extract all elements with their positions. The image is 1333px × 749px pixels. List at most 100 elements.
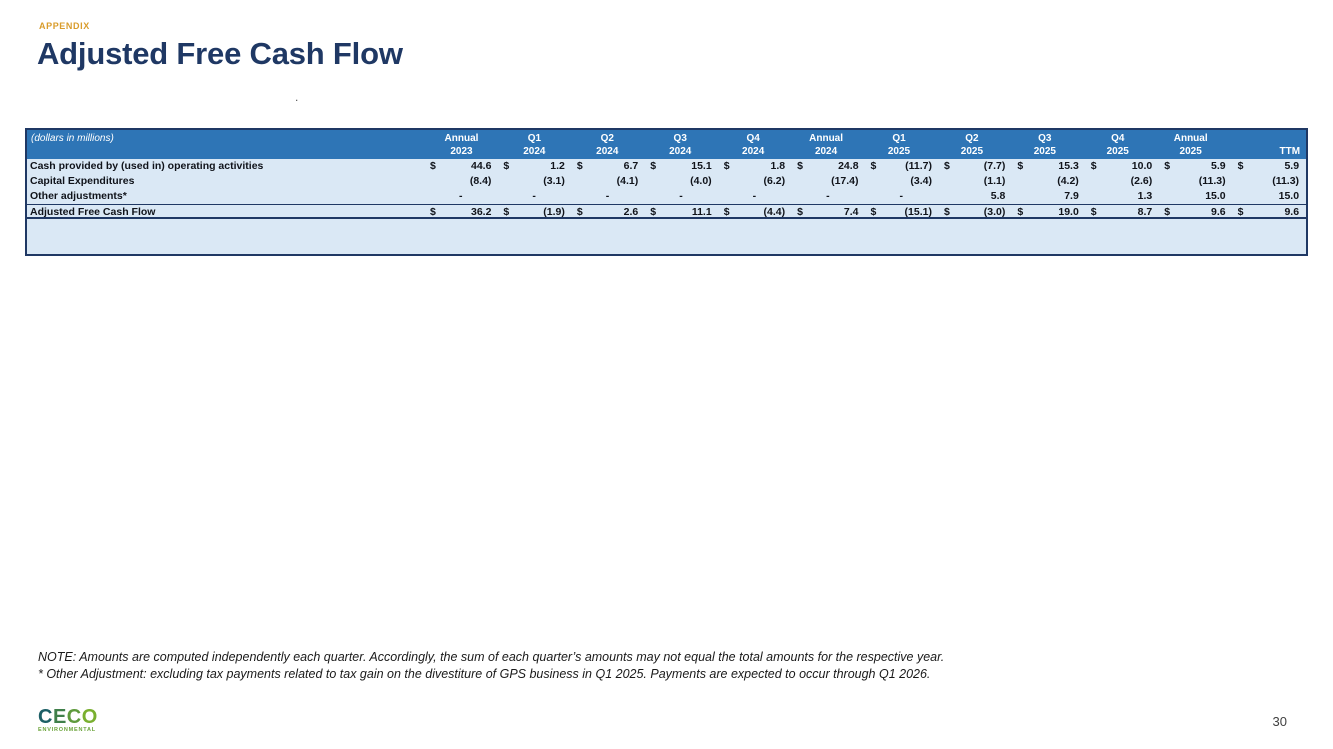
dollar-sign: $ [723, 206, 730, 218]
column-header: Q4 2025 [1106, 133, 1129, 157]
dollar-sign: $ [1164, 160, 1171, 172]
value-cell: $11.1 [650, 206, 712, 218]
column-header: Annual 2024 [809, 133, 844, 157]
column-header: Q2 2025 [960, 133, 984, 157]
page-title: Adjusted Free Cash Flow [37, 36, 403, 71]
dollar-sign: $ [943, 160, 950, 172]
dollar-sign: $ [576, 206, 583, 218]
dollar-sign: $ [870, 206, 877, 218]
value-cell: $5.9 [1164, 160, 1226, 172]
row-label: Adjusted Free Cash Flow [30, 206, 156, 217]
value-cell: (1.1) [983, 175, 1006, 187]
value-cell: 7.9 [1064, 190, 1079, 202]
table-row: Cash provided by (used in) operating act… [27, 159, 1306, 174]
value-cell: $6.7 [576, 160, 639, 172]
stray-period: . [295, 90, 299, 104]
value-cell: $ (7.7) [943, 160, 1006, 172]
dollar-sign: $ [1237, 160, 1244, 172]
value-cell: (2.6) [1130, 175, 1153, 187]
row-label: Cash provided by (used in) operating act… [30, 160, 264, 172]
column-header: Q2 2024 [596, 133, 619, 157]
column-header: Q1 2024 [523, 133, 546, 157]
row-label: Capital Expenditures [30, 175, 135, 187]
value-cell: $ (11.7) [870, 160, 932, 172]
value-cell: (6.2) [763, 175, 786, 187]
value-cell: (11.3) [1272, 175, 1300, 187]
value-cell: $1.2 [503, 160, 565, 172]
logo-wordmark: CECO [38, 706, 98, 728]
value-cell: $ (4.4) [723, 206, 786, 218]
footnote-quarters: NOTE: Amounts are computed independently… [38, 650, 945, 664]
dollar-sign: $ [797, 160, 803, 172]
column-header: TTM [1279, 146, 1301, 157]
value-cell: $ (3.0) [943, 206, 1006, 218]
table-header-row: (dollars in millions) Annual 2023 Q1 2024 Q2 2… [27, 130, 1306, 159]
column-header: Q1 2025 [887, 133, 911, 157]
ceco-logo: CECO ENVIRONMENTAL [38, 707, 98, 733]
footnotes: NOTE: Amounts are computed independently… [38, 649, 944, 683]
value-cell: $7.4 [797, 206, 859, 218]
value-cell: - [458, 190, 463, 202]
value-cell: $8.7 [1090, 206, 1153, 218]
section-kicker: APPENDIX [39, 21, 90, 31]
dollar-sign: $ [1237, 206, 1244, 218]
dollar-sign: $ [723, 160, 730, 172]
value-cell: $44.6 [430, 160, 492, 172]
value-cell: 5.8 [990, 190, 1006, 202]
value-cell: (4.1) [616, 175, 639, 187]
value-cell: (17.4) [831, 175, 859, 187]
value-cell: $15.1 [650, 160, 712, 172]
value-cell: $2.6 [576, 206, 639, 218]
value-cell: 15.0 [1205, 190, 1226, 202]
value-cell: 15.0 [1278, 190, 1300, 202]
units-label: (dollars in millions) [31, 133, 114, 144]
dollar-sign: $ [650, 206, 657, 218]
table-empty-row [27, 219, 1306, 254]
value-cell: (3.1) [543, 175, 565, 187]
value-cell: 1.3 [1137, 190, 1153, 202]
dollar-sign: $ [1090, 206, 1097, 218]
value-cell: (4.0) [690, 175, 712, 187]
dollar-sign: $ [1164, 206, 1171, 218]
row-label: Other adjustments* [30, 190, 127, 202]
value-cell: $15.3 [1017, 160, 1079, 172]
value-cell: $9.6 [1164, 206, 1226, 218]
value-cell: - [532, 190, 536, 202]
dollar-sign: $ [943, 206, 950, 218]
page-number: 30 [1272, 714, 1287, 729]
value-cell: $36.2 [430, 206, 492, 218]
value-cell: $1.8 [723, 160, 786, 172]
value-cell: - [605, 190, 610, 202]
table-row: Other adjustments* - - - - - - - 5.8 7.9 1.3 15.0 15… [27, 189, 1306, 204]
value-cell: $19.0 [1017, 206, 1079, 218]
column-header: Q3 2024 [669, 133, 692, 157]
dollar-sign: $ [1017, 160, 1024, 172]
value-cell: $5.9 [1237, 160, 1300, 172]
value-cell: - [752, 190, 757, 202]
dollar-sign: $ [650, 160, 657, 172]
value-cell: $24.8 [797, 160, 859, 172]
value-cell: $9.6 [1237, 206, 1300, 218]
column-header: Q3 2025 [1033, 133, 1056, 157]
footnote-other-adjustment: * Other Adjustment: excluding tax paymen… [38, 667, 931, 681]
value-cell: $ (15.1) [870, 206, 932, 218]
column-header: Q4 2024 [742, 133, 765, 157]
value-cell: (8.4) [469, 175, 492, 187]
dollar-sign: $ [797, 206, 803, 218]
column-header: Annual 2023 [444, 133, 479, 157]
value-cell: (4.2) [1057, 175, 1079, 187]
value-cell: - [826, 190, 830, 202]
value-cell: - [679, 190, 683, 202]
value-cell: $10.0 [1090, 160, 1153, 172]
dollar-sign: $ [503, 206, 510, 218]
dollar-sign: $ [1090, 160, 1097, 172]
value-cell: (11.3) [1198, 175, 1226, 187]
value-cell: - [899, 190, 903, 202]
column-header: Annual 2025 [1173, 133, 1208, 157]
dollar-sign: $ [870, 160, 877, 172]
logo-subtext: ENVIRONMENTAL [38, 727, 96, 733]
dollar-sign: $ [430, 160, 436, 172]
dollar-sign: $ [1017, 206, 1024, 218]
value-cell: $ (1.9) [503, 206, 565, 218]
